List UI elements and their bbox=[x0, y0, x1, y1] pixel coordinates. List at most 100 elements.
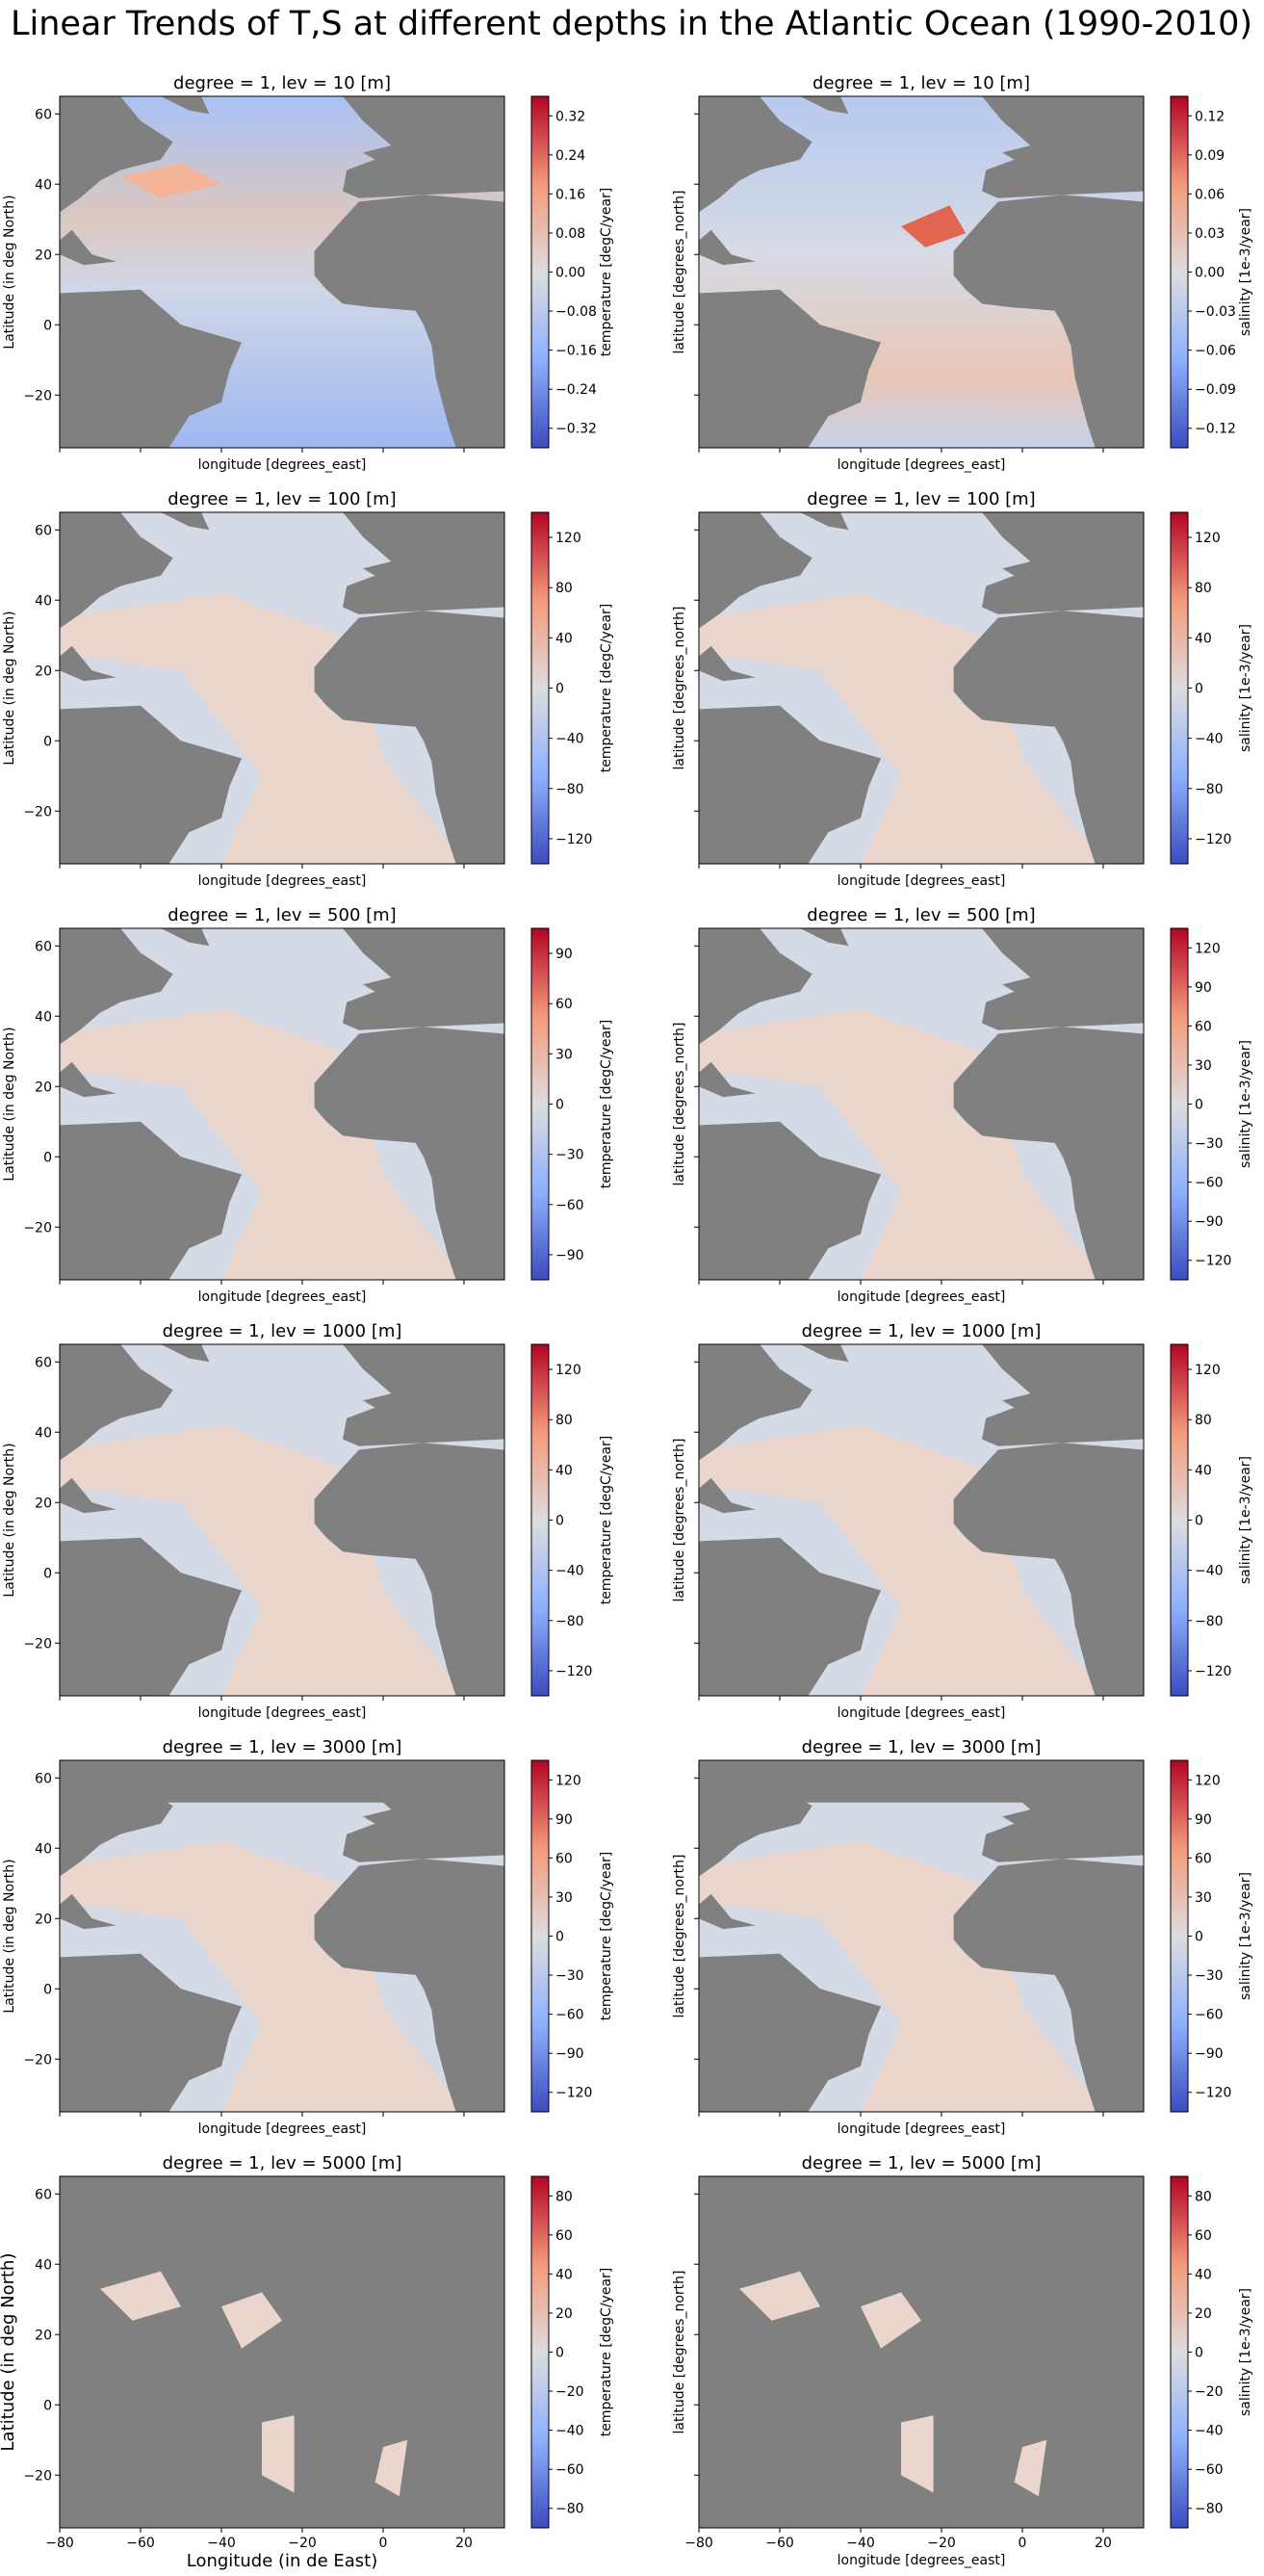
colorbar-label: temperature [degC/year] bbox=[599, 1020, 614, 1189]
y-tick-label: −20 bbox=[23, 2468, 52, 2484]
abyssal-region bbox=[861, 2292, 921, 2349]
panel-title: degree = 1, lev = 10 [m] bbox=[813, 73, 1030, 93]
colorbar-tick-label: 90 bbox=[1195, 980, 1212, 996]
panel-title: degree = 1, lev = 3000 [m] bbox=[163, 1737, 402, 1757]
y-tick-label: 0 bbox=[43, 734, 52, 749]
land-mass bbox=[800, 1760, 849, 1779]
colorbar-tick-label: −80 bbox=[1195, 782, 1224, 797]
colorbar-tick-label: −40 bbox=[555, 2424, 584, 2439]
colorbar bbox=[530, 927, 550, 1281]
land-mass bbox=[699, 1760, 813, 1877]
colorbar-tick-label: 120 bbox=[1195, 1773, 1221, 1788]
colorbar-tick-label: 120 bbox=[1195, 531, 1221, 546]
colorbar-tick-label: 0 bbox=[1195, 2346, 1203, 2361]
land-mass bbox=[699, 289, 881, 448]
colorbar bbox=[1170, 1343, 1189, 1697]
land-mass bbox=[699, 928, 813, 1045]
colorbar-tick-label: 0 bbox=[1195, 1514, 1203, 1529]
y-axis-label: latitude [degrees_north] bbox=[672, 191, 687, 354]
land-mass bbox=[343, 96, 504, 198]
colorbar-tick-label: 80 bbox=[1195, 581, 1212, 596]
colorbar-tick-label: −80 bbox=[1195, 1614, 1224, 1629]
land-mass bbox=[699, 96, 813, 213]
y-tick-label: 60 bbox=[35, 2187, 52, 2202]
colorbar-tick-label: −80 bbox=[555, 2502, 584, 2517]
x-tick-label: −40 bbox=[207, 2536, 236, 2551]
abyssal-region bbox=[262, 2415, 295, 2493]
x-tick-label: 0 bbox=[379, 2536, 388, 2551]
abyssal-region bbox=[221, 2292, 282, 2349]
colorbar-tick-label: 0.00 bbox=[555, 266, 585, 281]
positive-trend-region bbox=[60, 1009, 464, 1280]
colorbar-label: salinity [1e-3/year] bbox=[1238, 624, 1253, 752]
colorbar-tick-label: −90 bbox=[555, 1248, 584, 1263]
colorbar-tick-label: 80 bbox=[1195, 1413, 1212, 1428]
y-tick-label: −20 bbox=[23, 388, 52, 403]
x-tick-label: −60 bbox=[126, 2536, 155, 2551]
colorbar-tick-label: 0 bbox=[555, 1514, 564, 1529]
colorbar-tick-label: 90 bbox=[1195, 1812, 1212, 1828]
x-tick-label: 0 bbox=[1019, 2536, 1027, 2551]
land-mass bbox=[699, 705, 881, 864]
y-axis-label: latitude [degrees_north] bbox=[672, 1855, 687, 2018]
land-mass bbox=[161, 1760, 210, 1779]
y-tick-label: 20 bbox=[35, 664, 52, 679]
land-mass bbox=[161, 928, 210, 947]
colorbar-tick-label: 20 bbox=[555, 2306, 573, 2322]
colorbar-tick-label: −40 bbox=[1195, 1564, 1224, 1579]
abyssal-region bbox=[100, 2271, 181, 2321]
colorbar bbox=[530, 511, 550, 865]
colorbar bbox=[530, 2175, 550, 2529]
land-mass bbox=[699, 1061, 756, 1098]
colorbar-tick-label: 30 bbox=[555, 1890, 573, 1906]
panel-8: degree = 1, lev = 1000 [m] longitude [deg… bbox=[672, 1321, 1253, 1721]
y-tick-label: 40 bbox=[35, 1841, 52, 1857]
land-mass bbox=[343, 1760, 504, 1862]
colorbar-tick-label: −60 bbox=[555, 2008, 584, 2023]
land-mass bbox=[982, 96, 1144, 198]
y-tick-label: 20 bbox=[35, 247, 52, 263]
y-tick-label: 40 bbox=[35, 593, 52, 609]
colorbar-tick-label: −120 bbox=[555, 2086, 592, 2101]
axes-frame bbox=[698, 2175, 1145, 2529]
panel-grid: −20 0 20 40 60 degree = 1, lev = 10 [m] longit… bbox=[0, 73, 1253, 2571]
colorbar-tick-label: −90 bbox=[555, 2046, 584, 2062]
land-mass bbox=[60, 1760, 173, 1877]
y-axis-label: Latitude (in deg North) bbox=[2, 611, 17, 765]
colorbar-tick-label: 120 bbox=[1195, 941, 1221, 956]
y-tick-label: −20 bbox=[23, 1636, 52, 1652]
colorbar bbox=[1170, 2175, 1189, 2529]
colorbar-tick-label: 0 bbox=[555, 1098, 564, 1113]
panel-title: degree = 1, lev = 1000 [m] bbox=[163, 1321, 402, 1341]
colorbar-tick-label: −0.12 bbox=[1195, 422, 1236, 437]
colorbar-tick-label: −20 bbox=[555, 2384, 584, 2400]
abyssal-region bbox=[374, 2439, 408, 2497]
colorbar-tick-label: −60 bbox=[1195, 2008, 1224, 2023]
panel-2: degree = 1, lev = 10 [m] longitude [degre… bbox=[672, 73, 1253, 473]
panel-title: degree = 1, lev = 5000 [m] bbox=[802, 2153, 1042, 2173]
colorbar-tick-label: −120 bbox=[1195, 832, 1231, 847]
y-tick-label: 60 bbox=[35, 1355, 52, 1370]
panel-3: −20 0 20 40 60 degree = 1, lev = 100 [m] longi… bbox=[2, 489, 614, 889]
y-tick-label: 40 bbox=[35, 1009, 52, 1025]
land-mass bbox=[953, 1443, 1144, 1696]
colorbar-tick-label: −90 bbox=[1195, 1214, 1224, 1230]
colorbar-tick-label: 0 bbox=[555, 2346, 564, 2361]
colorbar-tick-label: −0.32 bbox=[555, 422, 597, 437]
y-axis-label: Latitude (in deg North) bbox=[2, 1443, 17, 1597]
axes-frame bbox=[59, 511, 505, 865]
colorbar-tick-label: 80 bbox=[1195, 2189, 1212, 2204]
colorbar-tick-label: 0.16 bbox=[555, 187, 585, 202]
panel-title: degree = 1, lev = 500 [m] bbox=[807, 905, 1035, 925]
axes-frame bbox=[698, 1759, 1145, 2113]
panel-11: −20 0 20 40 60 −80 −60 −40 −20 0 20 degree = 1, lev… bbox=[0, 2153, 614, 2571]
colorbar-tick-label: 0 bbox=[1195, 1930, 1203, 1945]
axes-frame bbox=[59, 1759, 505, 2113]
abyssal-region bbox=[901, 2415, 934, 2493]
x-axis-label: longitude [degrees_east] bbox=[198, 457, 367, 473]
x-tick-label: −20 bbox=[927, 2536, 956, 2551]
colorbar-label: temperature [degC/year] bbox=[599, 1436, 614, 1605]
land-mass bbox=[699, 229, 756, 266]
x-axis-label: longitude [degrees_east] bbox=[838, 2553, 1006, 2568]
colorbar-tick-label: −0.24 bbox=[555, 382, 597, 398]
